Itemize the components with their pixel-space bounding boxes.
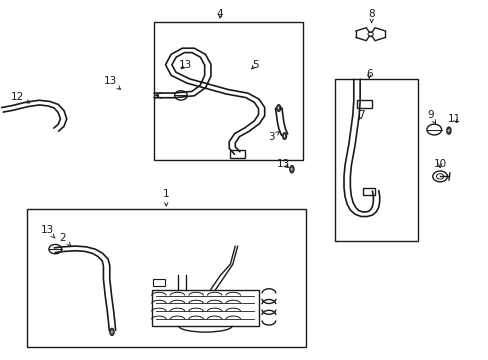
Ellipse shape [277, 106, 279, 110]
Text: 10: 10 [433, 159, 446, 169]
Ellipse shape [276, 105, 280, 111]
Bar [154, 22, 303, 160]
Text: 6: 6 [365, 69, 372, 79]
Ellipse shape [282, 133, 286, 139]
Text: 2: 2 [59, 233, 71, 246]
Text: 13: 13 [103, 76, 120, 89]
Text: 12: 12 [10, 92, 30, 103]
Text: 5: 5 [251, 60, 258, 70]
Text: 13: 13 [179, 60, 192, 70]
Text: 11: 11 [447, 114, 461, 124]
Text: 8: 8 [367, 9, 374, 23]
Text: 1: 1 [163, 189, 169, 206]
Bar [153, 279, 165, 285]
Ellipse shape [446, 127, 450, 134]
Text: 7: 7 [358, 110, 365, 120]
Text: 9: 9 [426, 110, 435, 123]
Bar [362, 188, 375, 195]
Text: 4: 4 [216, 9, 223, 19]
Ellipse shape [289, 166, 293, 173]
Bar [334, 79, 417, 241]
Bar [151, 289, 259, 326]
Ellipse shape [110, 328, 114, 336]
Ellipse shape [111, 330, 113, 334]
Ellipse shape [283, 134, 285, 138]
Bar [27, 209, 305, 347]
Ellipse shape [290, 167, 292, 171]
Bar [356, 100, 371, 108]
Text: 13: 13 [40, 225, 55, 238]
Text: 13: 13 [276, 159, 290, 169]
Bar [229, 150, 244, 158]
Ellipse shape [447, 129, 449, 133]
Text: 3: 3 [268, 131, 280, 142]
